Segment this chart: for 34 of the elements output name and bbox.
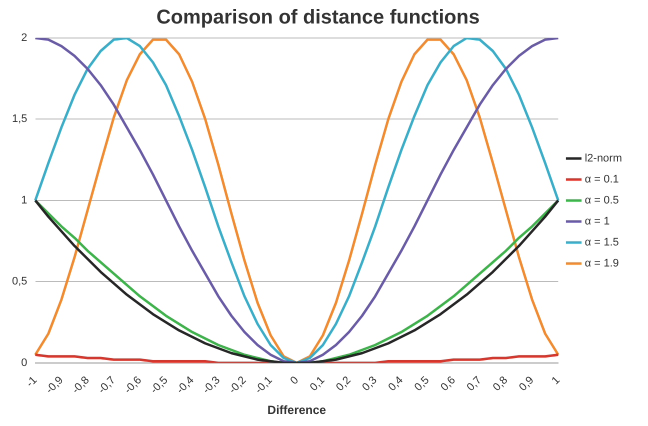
x-tick-label: 0,9 bbox=[517, 374, 536, 394]
y-tick-label: 1,5 bbox=[12, 113, 28, 126]
x-tick-label: 0,5 bbox=[412, 374, 432, 394]
chart-title: Comparison of distance functions bbox=[156, 6, 480, 29]
y-tick-label: 0,5 bbox=[12, 276, 28, 288]
x-tick-label: 0,4 bbox=[386, 374, 406, 394]
x-axis-title: Difference bbox=[267, 403, 326, 418]
x-tick-label: -0,3 bbox=[200, 374, 223, 396]
y-tick-label: 2 bbox=[21, 32, 28, 44]
legend-label: α = 1 bbox=[584, 216, 610, 228]
legend-label: α = 0.1 bbox=[584, 174, 619, 186]
x-tick-label: 1 bbox=[550, 374, 562, 388]
legend-label: α = 1.9 bbox=[584, 258, 619, 270]
x-tick-label: 0,6 bbox=[438, 374, 458, 394]
x-tick-label: 0,1 bbox=[308, 374, 328, 394]
legend-label: l2-norm bbox=[584, 152, 622, 165]
x-tick-label: 0,2 bbox=[334, 374, 354, 394]
x-tick-label: 0,7 bbox=[464, 374, 484, 394]
x-tick-label: -0,5 bbox=[148, 374, 170, 396]
legend-label: α = 1.5 bbox=[584, 236, 619, 249]
x-tick-label: -0,4 bbox=[174, 374, 196, 396]
x-tick-label: 0 bbox=[288, 374, 302, 388]
y-tick-label: 0 bbox=[21, 356, 28, 369]
x-tick-label: -1 bbox=[24, 374, 40, 390]
x-tick-label: -0,9 bbox=[44, 374, 66, 396]
legend-label: α = 0.5 bbox=[584, 194, 619, 207]
x-tick-label: -0,8 bbox=[70, 374, 92, 396]
x-tick-label: 0,8 bbox=[490, 374, 510, 394]
x-tick-label: -0,2 bbox=[226, 374, 249, 396]
x-tick-label: 0,3 bbox=[360, 374, 380, 394]
y-tick-label: 1 bbox=[21, 194, 28, 206]
x-tick-label: -0,7 bbox=[96, 374, 118, 396]
x-tick-label: -0,1 bbox=[252, 374, 275, 396]
x-tick-label: -0,6 bbox=[122, 374, 144, 396]
